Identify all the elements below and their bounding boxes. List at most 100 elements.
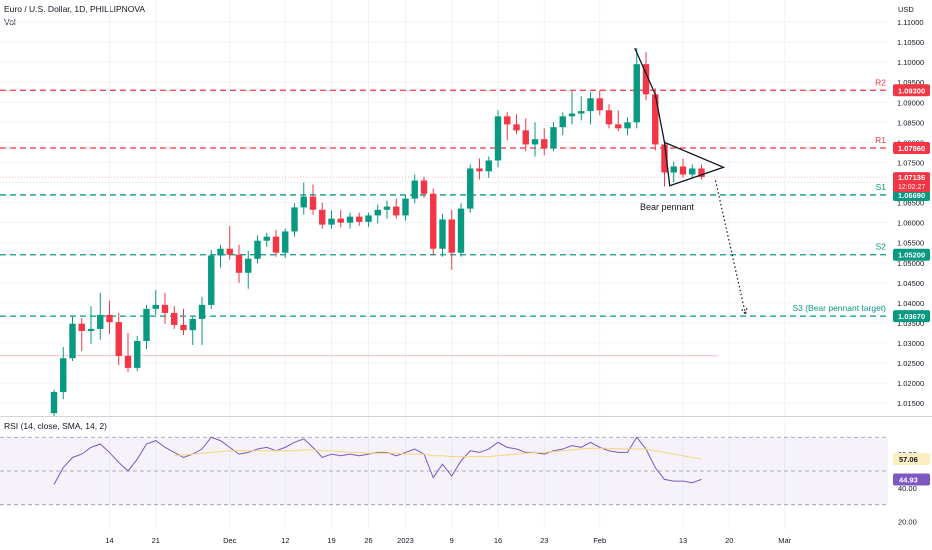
candle[interactable] <box>115 312 122 366</box>
price-tick-label: 1.06500 <box>897 199 924 208</box>
current-price-label: 1.07136 <box>898 173 925 182</box>
candle[interactable] <box>541 128 548 156</box>
candle[interactable] <box>161 292 169 324</box>
candle[interactable] <box>476 158 483 180</box>
candle[interactable] <box>263 232 270 247</box>
candle[interactable] <box>319 202 326 229</box>
candle[interactable] <box>217 244 224 268</box>
candle[interactable] <box>587 92 594 125</box>
candle[interactable] <box>531 122 539 157</box>
candle[interactable] <box>383 200 391 219</box>
candle[interactable] <box>467 164 474 213</box>
candle[interactable] <box>291 203 298 237</box>
candle-body <box>411 180 418 199</box>
candle[interactable] <box>374 204 381 224</box>
candle[interactable] <box>679 158 687 178</box>
candle[interactable] <box>642 52 650 101</box>
candle-body <box>513 124 520 131</box>
candle[interactable] <box>652 88 659 151</box>
candle[interactable] <box>60 347 67 400</box>
candle[interactable] <box>171 306 178 329</box>
candle[interactable] <box>245 250 252 289</box>
candle[interactable] <box>485 156 492 178</box>
candle[interactable] <box>578 96 585 121</box>
candle[interactable] <box>69 315 76 362</box>
flagpole-line[interactable] <box>634 47 656 95</box>
candle[interactable] <box>365 212 372 227</box>
candle[interactable] <box>134 335 141 372</box>
candle[interactable] <box>346 212 354 229</box>
candle[interactable] <box>457 203 465 257</box>
candle-body <box>97 314 104 329</box>
candle[interactable] <box>50 389 58 416</box>
current-price-badge <box>893 172 930 193</box>
flagpole-line[interactable] <box>654 94 666 143</box>
candle[interactable] <box>448 209 455 270</box>
candle[interactable] <box>633 48 640 129</box>
candle[interactable] <box>254 235 261 264</box>
price-tick-label: 1.08500 <box>897 118 924 127</box>
candle[interactable] <box>235 244 243 283</box>
candle[interactable] <box>670 161 677 183</box>
candle[interactable] <box>198 296 206 345</box>
candle[interactable] <box>615 110 622 132</box>
candle[interactable] <box>513 114 520 135</box>
candle[interactable] <box>328 210 335 229</box>
candle-body <box>550 127 557 149</box>
candle-body <box>633 64 640 123</box>
rsi-ma-line[interactable] <box>174 447 702 460</box>
candle[interactable] <box>624 117 631 136</box>
candle[interactable] <box>97 292 104 340</box>
candle[interactable] <box>337 209 344 228</box>
candle[interactable] <box>143 304 150 350</box>
candle-body <box>300 196 307 208</box>
candle[interactable] <box>393 198 400 219</box>
candle[interactable] <box>504 112 511 141</box>
candle[interactable] <box>356 212 363 226</box>
candle[interactable] <box>698 164 705 180</box>
candle[interactable] <box>189 316 196 345</box>
candle-body <box>420 180 428 194</box>
candle-body <box>254 240 261 259</box>
candle[interactable] <box>568 91 576 125</box>
candle[interactable] <box>208 249 215 309</box>
candle[interactable] <box>87 306 95 344</box>
price-tick-label: 1.02000 <box>897 379 924 388</box>
projection-arrow-line[interactable] <box>714 180 747 315</box>
candle[interactable] <box>272 229 280 257</box>
candle[interactable] <box>152 290 159 315</box>
level-label-r2: R2 <box>875 77 886 87</box>
candle[interactable] <box>226 225 233 260</box>
candle[interactable] <box>106 300 113 335</box>
candle[interactable] <box>300 182 307 215</box>
candle[interactable] <box>605 104 613 129</box>
candle[interactable] <box>180 308 187 335</box>
candle[interactable] <box>420 176 428 198</box>
candle[interactable] <box>596 90 603 116</box>
candle[interactable] <box>439 213 446 257</box>
rsi-line[interactable] <box>53 436 702 485</box>
pennant-triangle[interactable] <box>663 141 726 187</box>
candle[interactable] <box>282 228 289 258</box>
candle-body <box>143 308 150 341</box>
candle[interactable] <box>78 318 85 352</box>
candle[interactable] <box>430 188 437 255</box>
candle[interactable] <box>494 110 502 168</box>
price-tick-label: 1.06000 <box>897 219 924 228</box>
price-tick-label: 1.02500 <box>897 359 924 368</box>
candle-body <box>226 248 233 255</box>
candle[interactable] <box>402 195 409 221</box>
candle-body <box>689 168 696 175</box>
candle[interactable] <box>124 332 132 372</box>
time-tick-label: 16 <box>494 536 502 545</box>
candle[interactable] <box>309 184 317 215</box>
candle[interactable] <box>689 164 696 178</box>
candle[interactable] <box>661 140 668 187</box>
candle[interactable] <box>522 118 529 152</box>
candle[interactable] <box>559 112 566 136</box>
candle-body <box>291 207 298 232</box>
candle[interactable] <box>411 174 418 204</box>
candle[interactable] <box>550 122 557 152</box>
time-tick-label: Feb <box>593 536 606 545</box>
